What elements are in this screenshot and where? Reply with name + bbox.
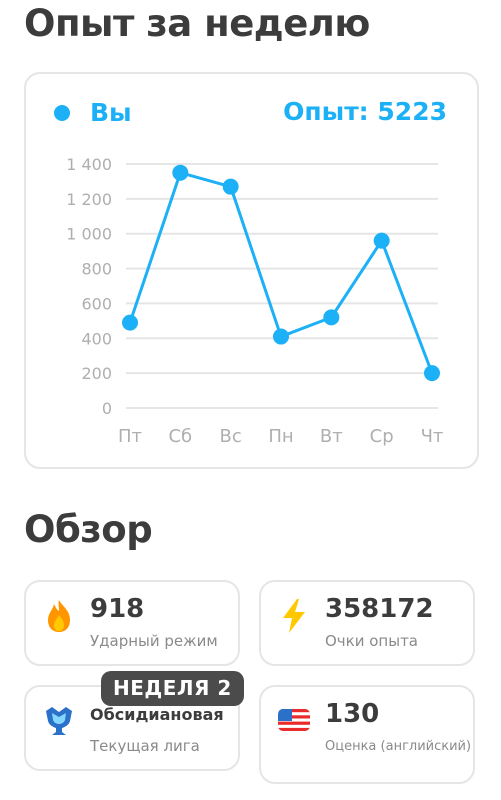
xp-label: Очки опыта <box>325 632 419 650</box>
y-tick-label: 400 <box>81 329 112 348</box>
flame-icon <box>48 600 70 632</box>
line-chart: 0 200 400 600 800 1 000 1 200 1 400 Пт Сб Вс Пн Вт С… <box>66 155 444 447</box>
score-label: Оценка (английский) <box>325 739 472 754</box>
data-point <box>222 178 239 195</box>
chart-legend: Вы <box>54 98 132 127</box>
xp-total: Опыт: 5223 <box>283 97 447 126</box>
x-tick-label: Ср <box>370 426 394 447</box>
data-point <box>122 314 138 331</box>
data-point <box>323 309 340 326</box>
stat-card-xp[interactable]: 358172 Очки опыта <box>259 580 475 666</box>
score-value: 130 <box>325 699 380 729</box>
x-tick-label: Вс <box>220 426 242 447</box>
y-tick-label: 0 <box>102 399 112 418</box>
us-flag-icon <box>278 709 310 731</box>
data-point <box>172 164 189 181</box>
data-point <box>273 328 289 345</box>
xp-total-value: 5223 <box>377 97 447 126</box>
y-tick-label: 1 200 <box>66 190 112 209</box>
x-tick-label: Сб <box>168 426 192 447</box>
page-title: Опыт за неделю <box>24 2 370 45</box>
league-label: Текущая лига <box>90 737 200 755</box>
xp-total-label: Опыт: <box>283 97 369 126</box>
y-tick-label: 800 <box>81 260 112 279</box>
streak-label: Ударный режим <box>90 632 218 650</box>
weekly-xp-chart-card: Вы Опыт: 5223 0 200 400 600 800 1 000 1 200 1 4… <box>24 72 479 469</box>
stat-card-score[interactable]: 130 Оценка (английский) <box>259 685 475 784</box>
y-tick-label: 1 400 <box>66 155 112 174</box>
legend-dot-icon <box>54 104 70 121</box>
trophy-icon <box>46 707 72 735</box>
data-point <box>424 365 440 382</box>
y-tick-label: 200 <box>81 364 112 383</box>
legend-series-name: Вы <box>90 98 132 127</box>
lightning-icon <box>283 599 305 633</box>
x-tick-label: Пт <box>118 426 142 447</box>
league-value: Обсидиановая <box>90 705 224 724</box>
streak-value: 918 <box>90 594 145 624</box>
x-tick-label: Пн <box>268 426 293 447</box>
xp-value: 358172 <box>325 594 434 624</box>
stat-card-streak[interactable]: 918 Ударный режим <box>24 580 240 666</box>
y-tick-label: 1 000 <box>66 225 112 244</box>
week-badge: НЕДЕЛЯ 2 <box>101 671 244 706</box>
x-tick-label: Вт <box>320 426 343 447</box>
overview-title: Обзор <box>24 508 153 551</box>
y-tick-label: 600 <box>81 294 112 313</box>
data-point <box>373 232 390 249</box>
x-tick-label: Чт <box>421 426 444 447</box>
